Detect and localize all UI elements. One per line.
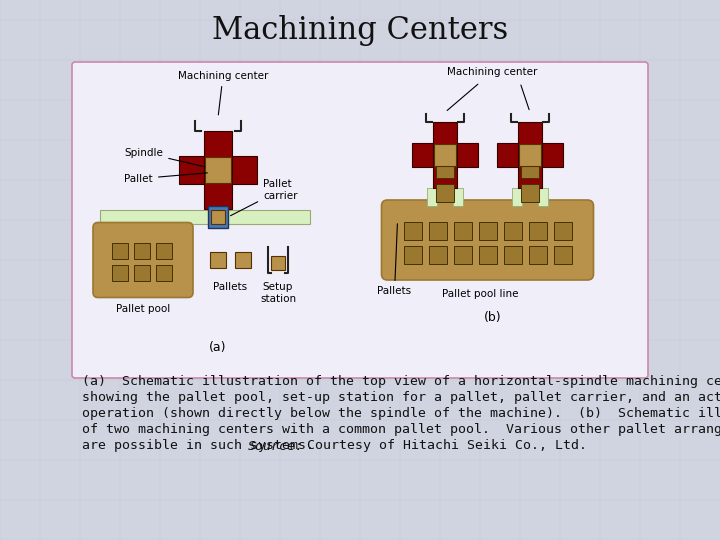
Bar	[208, 206, 228, 228]
Bar	[433, 122, 457, 188]
Bar	[179, 156, 257, 184]
Bar	[412, 143, 478, 167]
Bar	[518, 122, 542, 188]
Bar	[156, 265, 172, 280]
Bar	[112, 265, 128, 280]
Bar	[205, 157, 231, 183]
Text: showing the pallet pool, set-up station for a pallet, pallet carrier, and an act: showing the pallet pool, set-up station …	[82, 392, 720, 404]
Text: Setup
station: Setup station	[260, 282, 296, 303]
Text: (a): (a)	[210, 341, 227, 354]
Text: of two machining centers with a common pallet pool.  Various other pallet arrang: of two machining centers with a common p…	[82, 423, 720, 436]
Bar	[521, 184, 539, 202]
Bar	[454, 246, 472, 264]
Bar	[479, 222, 497, 240]
Bar	[235, 252, 251, 268]
Bar	[100, 210, 310, 224]
Text: Pallet pool line: Pallet pool line	[443, 289, 519, 299]
Bar	[271, 256, 285, 270]
Bar	[134, 242, 150, 259]
Bar	[403, 246, 421, 264]
Text: Machining center: Machining center	[447, 68, 538, 77]
Bar	[554, 246, 572, 264]
Text: Pallet pool: Pallet pool	[116, 305, 170, 314]
Text: Pallets: Pallets	[377, 224, 412, 296]
Text: Pallets: Pallets	[213, 282, 247, 292]
Text: Machining center: Machining center	[178, 71, 268, 115]
Bar	[512, 188, 522, 206]
Bar	[503, 222, 521, 240]
Text: (a)  Schematic illustration of the top view of a horizontal-spindle machining ce: (a) Schematic illustration of the top vi…	[82, 375, 720, 388]
Bar	[211, 210, 225, 224]
Bar	[403, 222, 421, 240]
Bar	[521, 160, 539, 178]
Bar	[428, 222, 446, 240]
Bar	[453, 188, 463, 206]
Bar	[497, 143, 563, 167]
Text: Source:: Source:	[248, 440, 304, 453]
Text: Pallet: Pallet	[125, 173, 207, 184]
Bar	[134, 265, 150, 280]
Bar	[538, 188, 548, 206]
FancyBboxPatch shape	[72, 62, 648, 378]
Bar	[503, 246, 521, 264]
Bar	[427, 188, 437, 206]
Bar	[454, 222, 472, 240]
Bar	[436, 160, 454, 178]
Bar	[210, 252, 226, 268]
Bar	[204, 131, 233, 209]
Text: Courtesy of Hitachi Seiki Co., Ltd.: Courtesy of Hitachi Seiki Co., Ltd.	[291, 440, 587, 453]
FancyBboxPatch shape	[382, 200, 593, 280]
Bar	[528, 222, 546, 240]
Bar	[519, 144, 541, 166]
Text: operation (shown directly below the spindle of the machine).  (b)  Schematic ill: operation (shown directly below the spin…	[82, 408, 720, 421]
Text: Machining Centers: Machining Centers	[212, 15, 508, 45]
Bar	[479, 246, 497, 264]
Bar	[434, 144, 456, 166]
Text: (b): (b)	[484, 312, 501, 325]
Text: Spindle: Spindle	[125, 148, 205, 167]
Bar	[112, 242, 128, 259]
Text: are possible in such systems.: are possible in such systems.	[82, 440, 330, 453]
Bar	[156, 242, 172, 259]
Bar	[554, 222, 572, 240]
Bar	[436, 184, 454, 202]
Bar	[528, 246, 546, 264]
Text: Pallet
carrier: Pallet carrier	[230, 179, 297, 216]
FancyBboxPatch shape	[93, 222, 193, 298]
Bar	[428, 246, 446, 264]
